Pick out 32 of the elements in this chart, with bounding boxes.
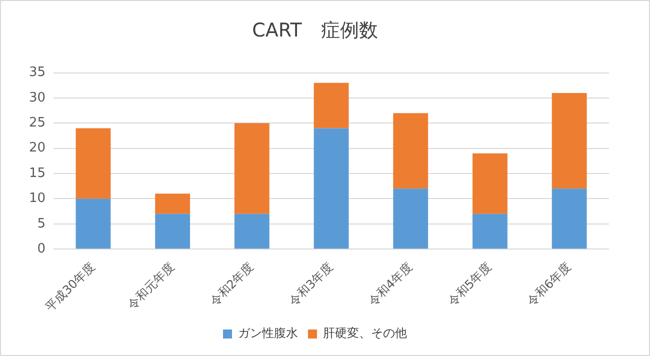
x-tick-label: 令和4年度 xyxy=(366,260,415,309)
bar xyxy=(472,153,508,214)
bar xyxy=(552,92,587,189)
bar xyxy=(314,82,349,128)
chart-title: CART 症例数 xyxy=(252,19,378,42)
bar xyxy=(472,214,508,249)
bar xyxy=(314,128,349,249)
x-tick-label: 令和2年度 xyxy=(207,260,256,309)
bar xyxy=(76,128,111,199)
x-tick-label: 令和3年度 xyxy=(286,260,336,309)
x-tick-label: 平成30年度 xyxy=(42,260,98,314)
bar xyxy=(552,188,587,249)
x-tick-label: 令和6年度 xyxy=(524,260,574,309)
x-tick-label: 令和5年度 xyxy=(445,260,494,309)
x-tick-label: 令和元年度 xyxy=(124,260,177,312)
y-tick-label: 20 xyxy=(28,140,46,156)
y-tick-label: 0 xyxy=(37,241,46,256)
y-tick-label: 30 xyxy=(28,90,46,106)
y-tick-label: 25 xyxy=(28,116,46,131)
legend-label: 肝硬変、その他 xyxy=(323,326,407,340)
y-tick-label: 15 xyxy=(28,166,46,181)
legend-label: ガン性腹水 xyxy=(238,326,298,340)
bar xyxy=(393,188,428,249)
bar xyxy=(234,123,270,214)
y-tick-label: 10 xyxy=(28,191,46,206)
bar xyxy=(155,214,190,249)
bar xyxy=(76,198,111,249)
bar xyxy=(155,194,190,214)
y-tick-label: 35 xyxy=(28,65,46,80)
y-tick-label: 5 xyxy=(37,216,46,232)
bar xyxy=(234,214,270,249)
bar xyxy=(393,113,428,189)
